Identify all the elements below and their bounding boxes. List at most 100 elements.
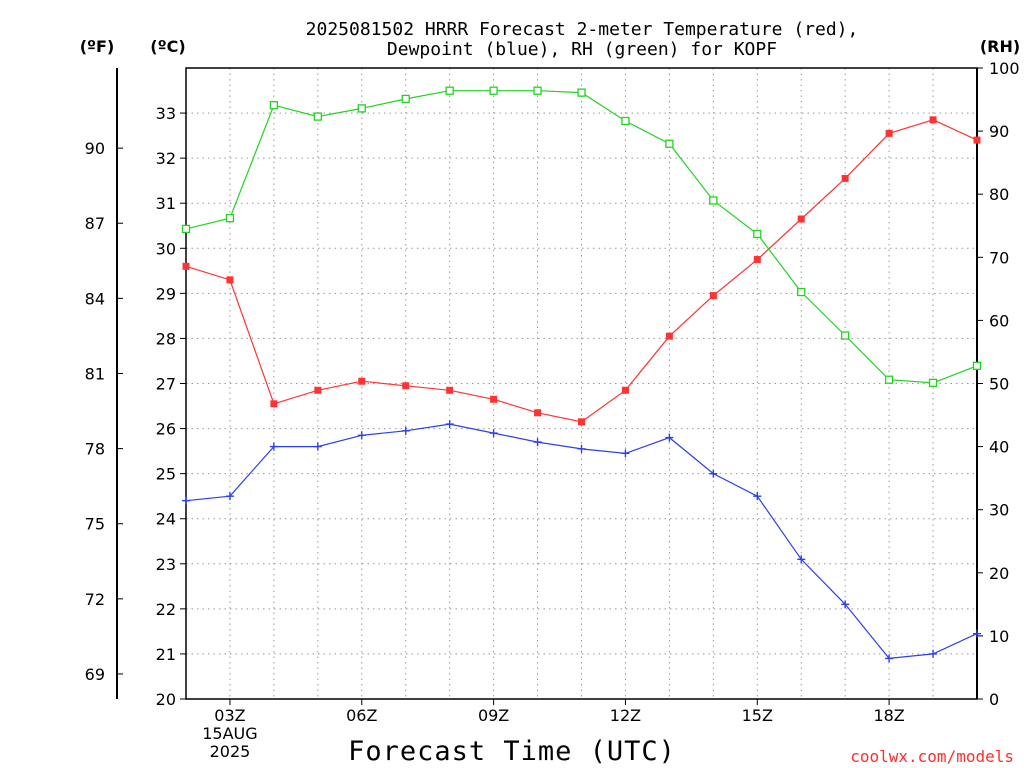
rh-point [225, 214, 235, 223]
fahrenheit-tick-label: 75 [85, 515, 105, 534]
x-tick-label: 12Z [610, 706, 641, 725]
series-layer [181, 86, 982, 663]
dewpoint-point [753, 492, 762, 501]
dewpoint-point [577, 444, 586, 453]
dewpoint-point [709, 469, 718, 478]
x-tick-label: 15Z [742, 706, 773, 725]
celsius-tick-label: 24 [156, 510, 176, 529]
fahrenheit-unit-label: (ºF) [80, 37, 115, 56]
chart-title-line2: Dewpoint (blue), RH (green) for KOPF [387, 39, 777, 60]
grid-layer [186, 68, 977, 699]
dewpoint-point [885, 654, 894, 663]
fahrenheit-tick-label: 87 [85, 214, 105, 233]
credit-link[interactable]: coolwx.com/models [850, 747, 1014, 766]
rh-point [841, 331, 850, 340]
rh-point [577, 88, 586, 97]
rh-point [269, 101, 279, 110]
celsius-tick-label: 21 [156, 645, 176, 664]
temperature-point [490, 395, 498, 403]
fahrenheit-tick-label: 78 [85, 440, 105, 459]
dewpoint-point [973, 629, 981, 638]
celsius-tick-label: 22 [156, 600, 176, 619]
temperature-point [621, 386, 629, 394]
temperature-point [709, 292, 717, 300]
rh-tick-label: 70 [989, 248, 1009, 267]
dewpoint-point [929, 649, 938, 658]
dewpoint-point [489, 429, 498, 438]
temperature-point [534, 409, 542, 417]
celsius-tick-label: 29 [156, 284, 176, 303]
axes-layer: 20 21 22 23 24 25 26 27 28 29 30 31 32 33 03Z15AUG2025… [85, 59, 1020, 761]
rh-tick-label: 80 [989, 185, 1009, 204]
rh-point [753, 229, 762, 239]
dewpoint-point [665, 433, 674, 442]
rh-tick-label: 60 [989, 311, 1009, 330]
celsius-tick-label: 32 [156, 149, 176, 168]
x-axis-label: Forecast Time (UTC) [348, 736, 676, 767]
celsius-tick-label: 23 [156, 555, 176, 574]
celsius-tick-label: 27 [156, 375, 176, 394]
celsius-tick-label: 31 [156, 194, 176, 213]
celsius-tick-label: 26 [156, 420, 176, 439]
x-tick-label: 06Z [346, 706, 377, 725]
rh-tick-label: 10 [989, 627, 1009, 646]
celsius-tick-label: 25 [156, 465, 176, 484]
dewpoint-point [225, 492, 234, 501]
temperature-point [578, 418, 585, 426]
temperature-point [182, 262, 190, 270]
dewpoint-point [313, 442, 322, 451]
rh-point [445, 86, 454, 95]
chart-title-line1: 2025081502 HRRR Forecast 2-meter Tempera… [306, 19, 859, 40]
temperature-point [841, 174, 849, 182]
dewpoint-point [401, 426, 410, 435]
rh-point [884, 375, 894, 384]
dewpoint-point [445, 420, 454, 429]
temperature-point [358, 377, 366, 385]
fahrenheit-tick-label: 69 [85, 665, 105, 684]
temperature-point [973, 136, 981, 144]
temperature-point [753, 256, 761, 264]
rh-point [357, 104, 366, 113]
rh-point [797, 287, 806, 297]
rh-point [621, 116, 630, 126]
rh-point [401, 94, 410, 104]
fahrenheit-tick-label: 84 [85, 289, 105, 308]
dewpoint-point [182, 496, 190, 505]
celsius-unit-label: (ºC) [150, 37, 185, 56]
rh-point [665, 139, 674, 148]
temperature-point [402, 382, 410, 390]
x-tick-label: 09Z [478, 706, 509, 725]
rh-tick-label: 100 [989, 59, 1020, 78]
temperature-point [446, 386, 454, 394]
temperature-point [797, 215, 805, 223]
rh-unit-label: (RH) [980, 37, 1020, 56]
dewpoint-point [621, 449, 630, 458]
dewpoint-point [357, 431, 366, 440]
celsius-tick-label: 20 [156, 690, 176, 709]
rh-point [709, 196, 718, 205]
rh-point [181, 224, 191, 234]
dewpoint-point [269, 442, 278, 451]
temperature-point [665, 332, 673, 340]
rh-tick-label: 40 [989, 438, 1009, 457]
fahrenheit-tick-label: 72 [85, 590, 105, 609]
temperature-point [929, 116, 937, 124]
temperature-point [270, 400, 278, 408]
rh-point [533, 86, 542, 95]
celsius-tick-label: 33 [156, 104, 176, 123]
x-tick-label: 18Z [873, 706, 904, 725]
temperature-point [314, 386, 322, 394]
x-tick-label: 15AUG [202, 724, 257, 743]
celsius-tick-label: 28 [156, 329, 176, 348]
rh-tick-label: 30 [989, 501, 1009, 520]
dewpoint-point [797, 555, 806, 564]
temperature-point [885, 129, 893, 137]
temperature-point [226, 276, 234, 284]
rh-tick-label: 20 [989, 564, 1009, 583]
dewpoint-point [841, 600, 850, 609]
rh-point [313, 112, 322, 121]
rh-point [489, 86, 498, 95]
rh-tick-label: 0 [989, 690, 999, 709]
celsius-tick-label: 30 [156, 239, 176, 258]
